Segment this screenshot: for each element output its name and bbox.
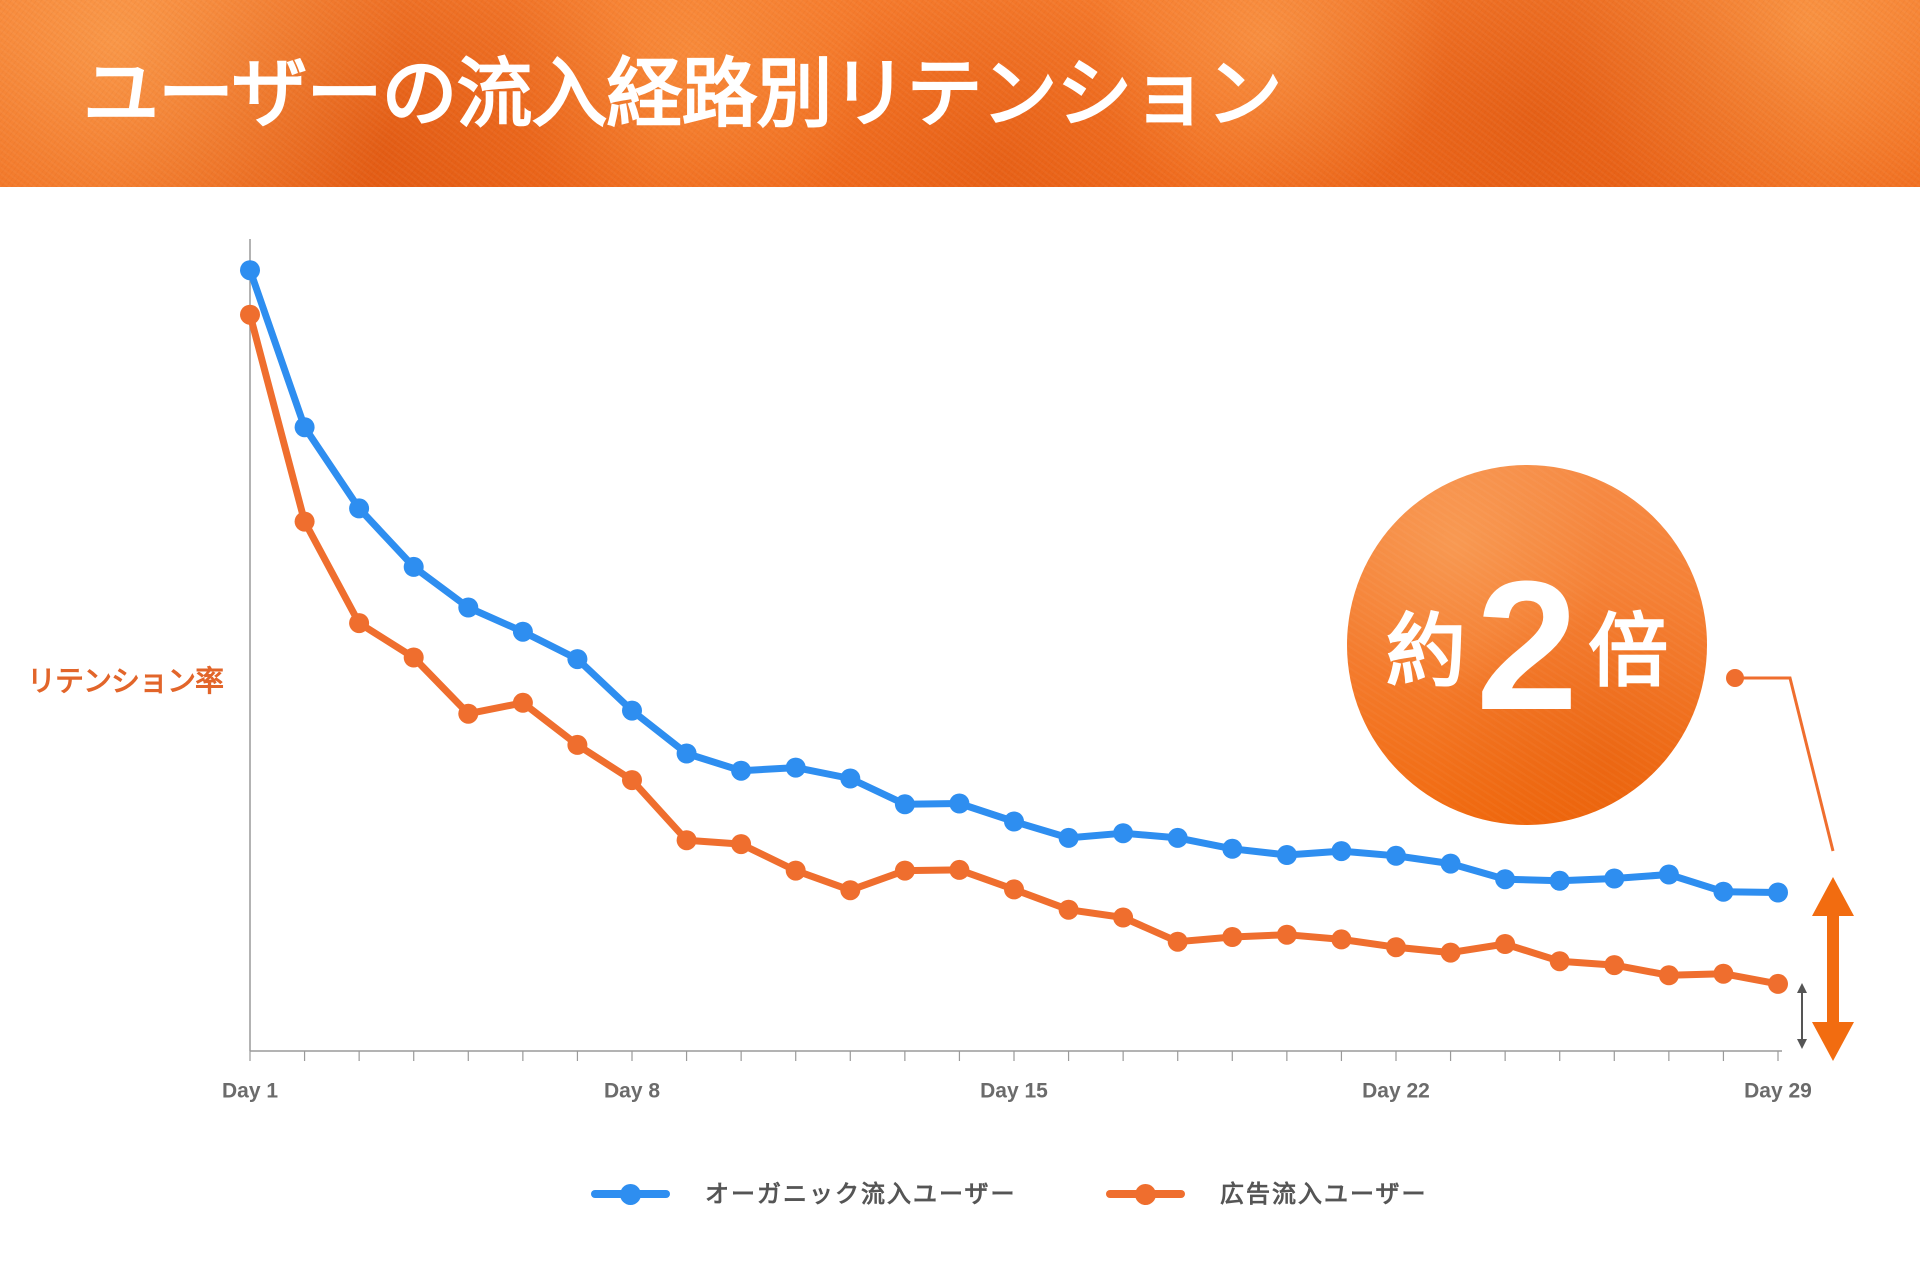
ads-data-point xyxy=(1768,973,1788,994)
baseline-gap-arrow-head-up xyxy=(1797,983,1807,993)
legend-label-ads: 広告流入ユーザー xyxy=(1220,1180,1428,1208)
ads-data-point xyxy=(622,770,642,791)
ads-data-point xyxy=(512,692,533,713)
x-tick-label: Day 8 xyxy=(604,1080,660,1103)
organic-data-point xyxy=(840,768,861,789)
organic-data-point xyxy=(731,760,752,781)
ads-data-point xyxy=(731,834,752,855)
series-group xyxy=(240,260,1788,994)
ads-data-point xyxy=(1276,924,1297,945)
organic-data-point xyxy=(894,794,915,815)
legend-swatch-dot xyxy=(620,1184,641,1205)
organic-data-point xyxy=(1331,841,1352,862)
difference-arrow xyxy=(1812,877,1854,1061)
ads-data-point xyxy=(1004,879,1024,900)
ads-data-point xyxy=(949,859,970,880)
organic-data-point xyxy=(1113,823,1134,844)
organic-data-point xyxy=(676,743,697,764)
ads-series xyxy=(240,304,1788,994)
y-axis-label: リテンション率 xyxy=(27,664,224,698)
baseline-gap-arrow xyxy=(1797,983,1807,1049)
ads-data-point xyxy=(1549,951,1570,972)
organic-data-point xyxy=(1222,838,1243,859)
organic-data-point xyxy=(1276,845,1297,865)
ads-data-point xyxy=(1331,929,1352,950)
organic-data-point xyxy=(785,757,806,778)
ads-data-point xyxy=(785,860,806,881)
header-banner: ユーザーの流入経路別リテンション xyxy=(0,0,1920,187)
ads-data-point xyxy=(840,880,861,901)
organic-data-point xyxy=(1058,827,1079,848)
page-title: ユーザーの流入経路別リテンション xyxy=(83,49,1282,138)
ads-data-point xyxy=(1604,955,1625,976)
organic-data-point xyxy=(1167,827,1188,848)
callout-badge: 約 2 倍 xyxy=(1347,465,1707,825)
legend-label-organic: オーガニック流入ユーザー xyxy=(705,1180,1017,1208)
annotations xyxy=(1726,669,1854,1061)
organic-data-point xyxy=(949,793,970,814)
axes: Day 1 Day 8 Day 15 Day 22 Day 29 xyxy=(222,239,1812,1103)
legend-swatch-ads xyxy=(1106,1176,1185,1212)
callout-suffix: 倍 xyxy=(1588,605,1669,698)
callout-prefix: 約 xyxy=(1385,605,1466,698)
legend-swatch-organic xyxy=(591,1176,670,1212)
organic-data-point xyxy=(622,700,642,721)
ads-data-point xyxy=(1058,899,1079,920)
organic-data-point xyxy=(1768,882,1788,903)
ads-data-point xyxy=(676,830,697,851)
organic-data-point xyxy=(240,260,260,281)
ads-data-point xyxy=(403,647,424,668)
ads-data-point xyxy=(894,860,915,881)
baseline-gap-arrow-head-down xyxy=(1797,1039,1807,1049)
organic-data-point xyxy=(458,597,479,618)
organic-data-point xyxy=(512,621,533,642)
organic-data-point xyxy=(294,417,315,438)
organic-data-point xyxy=(1386,845,1406,866)
organic-data-point xyxy=(567,649,588,670)
organic-series xyxy=(240,260,1788,903)
ads-data-point xyxy=(1713,963,1734,984)
ads-data-point xyxy=(1167,931,1188,952)
organic-data-point xyxy=(1004,811,1024,832)
ads-data-point xyxy=(1386,937,1406,958)
organic-data-point xyxy=(349,498,370,519)
ads-data-point xyxy=(567,734,588,755)
organic-data-point xyxy=(1604,868,1625,889)
ads-data-point xyxy=(240,304,260,325)
organic-data-point xyxy=(1440,853,1461,874)
difference-arrow-head-down xyxy=(1812,1022,1854,1061)
ads-data-point xyxy=(294,511,315,532)
legend-swatch-dot xyxy=(1135,1184,1156,1205)
ads-data-point xyxy=(1222,927,1243,947)
ads-data-point xyxy=(1440,942,1461,963)
organic-data-point xyxy=(1549,870,1570,891)
x-tick-label: Day 22 xyxy=(1362,1080,1430,1103)
organic-data-point xyxy=(403,556,424,577)
difference-arrow-shaft xyxy=(1827,910,1839,1027)
difference-arrow-head-up xyxy=(1812,877,1854,916)
x-tick-label: Day 1 xyxy=(222,1080,278,1103)
x-tick-label: Day 15 xyxy=(980,1080,1048,1103)
organic-data-point xyxy=(1658,864,1679,885)
ads-data-point xyxy=(1658,965,1679,986)
x-tick-label: Day 29 xyxy=(1744,1080,1812,1103)
ads-data-point xyxy=(1495,934,1516,954)
callout-connector-line xyxy=(1735,676,1835,852)
ads-data-point xyxy=(1113,907,1134,928)
organic-data-point xyxy=(1713,881,1734,902)
ads-data-point xyxy=(458,703,479,724)
ads-data-point xyxy=(349,613,370,634)
callout-connector-dot xyxy=(1726,669,1744,687)
organic-data-point xyxy=(1495,869,1516,890)
callout-number: 2 xyxy=(1475,542,1579,748)
